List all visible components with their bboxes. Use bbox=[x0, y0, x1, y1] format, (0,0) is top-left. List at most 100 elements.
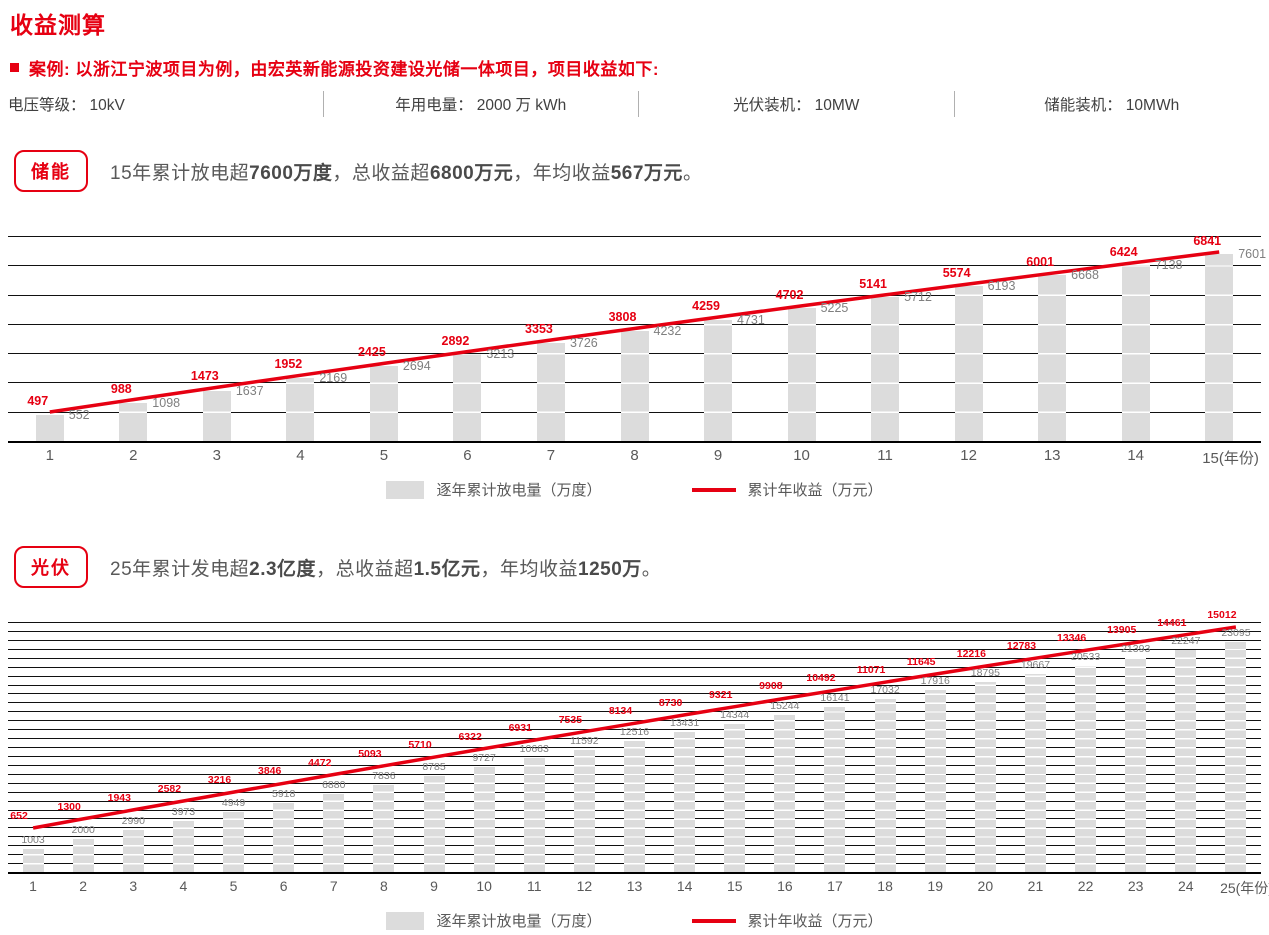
x-axis-label: 14 bbox=[676, 878, 693, 894]
bar-year-21 bbox=[1024, 674, 1046, 872]
headline-number: 1.5亿元 bbox=[413, 558, 481, 580]
project-info-bar: 电压等级： 10kV 年用电量： 2000 万 kWh 光伏装机： 10MW 储… bbox=[0, 86, 1269, 122]
pv-section-header: 光伏 25年累计发电超2.3亿度，总收益超1.5亿元，年均收益1250万。 bbox=[14, 546, 661, 588]
line-value-label: 4702 bbox=[775, 287, 804, 302]
divider bbox=[322, 91, 324, 117]
storage-chart: 552 497 1098 988 1637 1473 2169 1952 2694 2425 321… bbox=[8, 234, 1266, 500]
legend-bar-item: 逐年累计放电量（万度） bbox=[386, 479, 602, 500]
x-axis-label: 8 bbox=[379, 878, 388, 894]
bar-year-22 bbox=[1075, 665, 1097, 872]
line-value-label: 9908 bbox=[759, 680, 783, 693]
x-axis-label: 12 bbox=[576, 878, 593, 894]
line-value-label: 5141 bbox=[859, 276, 887, 291]
x-axis-label: 16 bbox=[777, 878, 793, 894]
line-value-label: 14461 bbox=[1157, 616, 1187, 629]
bar-year-6 bbox=[453, 354, 482, 441]
bar-year-8 bbox=[620, 331, 649, 441]
storage-section-header: 储能 15年累计放电超7600万度，总收益超6800万元，年均收益567万元。 bbox=[14, 150, 702, 192]
line-value-label: 3353 bbox=[525, 321, 553, 336]
line-swatch-icon bbox=[691, 487, 736, 492]
bar-value-label: 2000 bbox=[71, 824, 95, 837]
line-value-label: 12783 bbox=[1006, 640, 1037, 653]
headline-number: 6800万元 bbox=[429, 162, 514, 184]
legend-bar-label: 逐年累计放电量（万度） bbox=[436, 913, 602, 930]
bar-year-5 bbox=[223, 811, 245, 872]
gridline bbox=[8, 666, 1261, 668]
bar-value-label: 11592 bbox=[570, 734, 599, 747]
headline-text: 。 bbox=[641, 558, 662, 580]
line-value-label: 497 bbox=[27, 394, 49, 408]
divider bbox=[638, 91, 639, 117]
x-axis-label: 1 bbox=[29, 878, 37, 894]
gridline bbox=[8, 657, 1261, 659]
x-axis-label: 5 bbox=[229, 878, 238, 894]
bar-value-label: 9727 bbox=[472, 752, 496, 765]
info-value: 10kV bbox=[89, 97, 125, 114]
x-axis-label: 2 bbox=[79, 878, 88, 894]
bar-value-label: 8785 bbox=[422, 760, 446, 773]
chart-legend: 逐年累计放电量（万度） 累计年收益（万元） bbox=[8, 479, 1261, 500]
bar-year-8 bbox=[373, 784, 395, 872]
storage-badge: 储能 bbox=[14, 150, 88, 192]
headline-number: 567万元 bbox=[610, 162, 683, 184]
line-value-label: 13905 bbox=[1107, 624, 1137, 637]
line-value-label: 10492 bbox=[806, 672, 836, 685]
bar-value-label: 5918 bbox=[271, 787, 296, 800]
bar-year-14 bbox=[1121, 264, 1150, 441]
line-value-label: 8730 bbox=[658, 696, 683, 709]
bar-value-label: 19667 bbox=[1020, 659, 1051, 672]
x-axis-label: 22 bbox=[1077, 878, 1094, 894]
gridline bbox=[8, 648, 1261, 650]
info-storage-capacity: 储能装机： 10MWh bbox=[955, 93, 1269, 115]
bar-swatch-icon bbox=[386, 480, 425, 499]
x-axis-label: 3 bbox=[129, 878, 138, 894]
bar-value-label: 17032 bbox=[870, 683, 900, 696]
line-value-label: 1943 bbox=[107, 791, 131, 804]
bar-value-label: 1003 bbox=[21, 833, 45, 846]
legend-line-item: 累计年收益（万元） bbox=[691, 910, 883, 931]
bar-year-10 bbox=[787, 308, 816, 441]
chart-plot-area: 552 497 1098 988 1637 1473 2169 1952 2694 2425 321… bbox=[8, 234, 1266, 443]
x-axis-label: 13 bbox=[1043, 447, 1061, 464]
bar-year-14 bbox=[674, 732, 696, 872]
bar-value-label: 21393 bbox=[1121, 642, 1151, 655]
storage-headline: 15年累计放电超7600万度，总收益超6800万元，年均收益567万元。 bbox=[110, 158, 702, 185]
x-axis-label: 4 bbox=[296, 447, 305, 464]
info-value: 2000 万 kWh bbox=[476, 97, 567, 114]
bar-value-label: 22247 bbox=[1171, 634, 1201, 647]
x-axis-label: 7 bbox=[329, 878, 338, 894]
bar-year-6 bbox=[273, 802, 295, 872]
page-title: 收益测算 bbox=[10, 12, 106, 38]
x-axis-label: 7 bbox=[546, 447, 556, 464]
gridline bbox=[8, 236, 1261, 237]
bar-year-17 bbox=[824, 707, 846, 872]
info-label: 储能装机： bbox=[1044, 97, 1122, 114]
info-pv-capacity: 光伏装机： 10MW bbox=[639, 93, 954, 115]
gridline bbox=[8, 693, 1261, 695]
bar-year-11 bbox=[523, 758, 545, 872]
bar-value-label: 3213 bbox=[486, 347, 515, 362]
x-axis-label: 20 bbox=[977, 878, 994, 894]
bar-year-20 bbox=[974, 682, 996, 872]
bar-value-label: 10663 bbox=[519, 743, 549, 756]
headline-text: ，总收益超 bbox=[316, 558, 414, 580]
bar-value-label: 2694 bbox=[402, 359, 431, 374]
bar-year-13 bbox=[624, 740, 645, 872]
line-value-label: 4259 bbox=[692, 299, 720, 314]
x-axis-label: 19 bbox=[927, 878, 944, 894]
gridline bbox=[8, 622, 1261, 623]
bar-year-15 bbox=[724, 723, 746, 872]
x-axis-label: 4 bbox=[179, 878, 188, 894]
bar-value-label: 6880 bbox=[322, 778, 346, 791]
revenue-line bbox=[49, 250, 1220, 414]
line-value-label: 6931 bbox=[508, 722, 532, 735]
headline-text: 25年累计发电超 bbox=[110, 558, 250, 580]
bar-value-label: 1098 bbox=[152, 395, 181, 410]
gridline bbox=[8, 738, 1261, 740]
x-axis-label: 11 bbox=[877, 447, 893, 464]
line-value-label: 1473 bbox=[190, 369, 219, 384]
bar-year-3 bbox=[122, 830, 144, 872]
headline-text: 。 bbox=[682, 162, 703, 184]
bar-year-16 bbox=[774, 715, 796, 872]
headline-number: 2.3亿度 bbox=[249, 558, 317, 580]
